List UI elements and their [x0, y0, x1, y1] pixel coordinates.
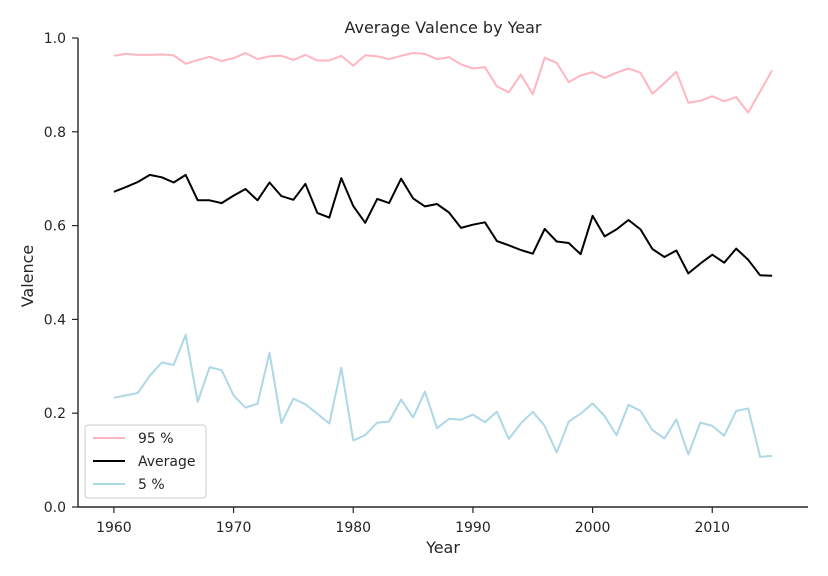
x-tick-label: 2000 — [575, 520, 611, 536]
legend: 95 % Average 5 % — [84, 424, 207, 499]
x-tick-label: 1970 — [216, 520, 252, 536]
series-line-2 — [113, 333, 773, 458]
legend-label-2: 5 % — [138, 477, 165, 493]
legend-label-0: 95 % — [138, 431, 174, 447]
axes: 1960 1970 1980 1990 2000 2010 0.0 0.2 0.4 0.6 0.8 1… — [44, 31, 808, 536]
y-tick-label: 0.2 — [44, 406, 66, 422]
y-tick-label: 1.0 — [44, 31, 66, 47]
series-line-1 — [113, 173, 773, 277]
x-axis-label: Year — [425, 538, 460, 557]
legend-label-1: Average — [138, 454, 196, 470]
y-tick-label: 0.6 — [44, 219, 66, 235]
chart-title: Average Valence by Year — [344, 18, 541, 37]
x-tick-label: 2010 — [694, 520, 730, 536]
series-line-0 — [113, 52, 773, 114]
y-axis-label: Valence — [18, 245, 37, 308]
legend-box — [84, 424, 207, 499]
y-tick-label: 0.4 — [44, 312, 66, 328]
plot-lines — [113, 52, 773, 458]
x-tick-label: 1960 — [96, 520, 132, 536]
y-tick-label: 0.0 — [44, 500, 66, 516]
x-tick-label: 1980 — [335, 520, 371, 536]
y-tick-label: 0.8 — [44, 125, 66, 141]
x-tick-label: 1990 — [455, 520, 491, 536]
